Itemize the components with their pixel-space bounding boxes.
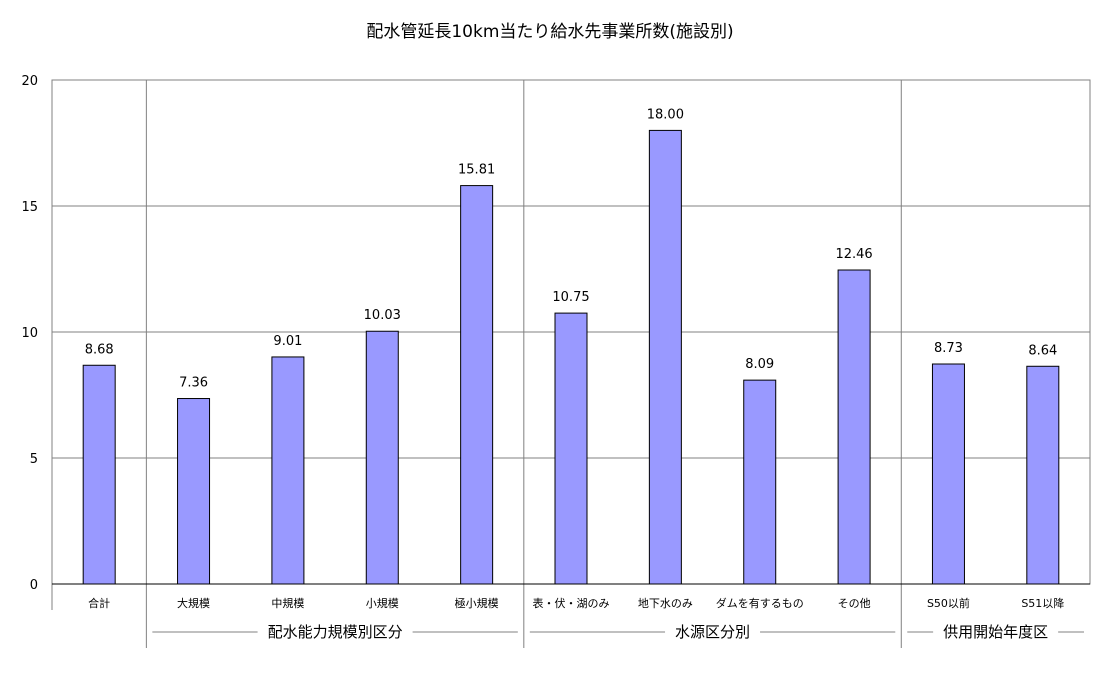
bar (1026, 365, 1060, 585)
bar (82, 364, 116, 585)
data-label: 7.36 (179, 376, 208, 391)
y-tick-label: 15 (21, 200, 38, 215)
data-label: 8.64 (1028, 343, 1057, 358)
data-label: 8.68 (85, 342, 114, 357)
data-label: 18.00 (647, 107, 684, 122)
bar (177, 398, 211, 585)
x-tick-label: 表・伏・湖のみ (533, 596, 610, 610)
bar (743, 379, 777, 585)
data-label: 8.73 (934, 341, 963, 356)
data-label: 8.09 (745, 357, 774, 372)
data-label: 12.46 (835, 247, 872, 262)
x-tick-label: 合計 (88, 596, 110, 610)
y-tick-label: 20 (21, 74, 38, 89)
group-label: 水源区分別 (675, 623, 750, 641)
y-tick-label: 10 (21, 326, 38, 341)
x-tick-label: その他 (838, 597, 871, 610)
x-tick-label: 中規模 (271, 596, 304, 610)
plot-area: 0 5 10 15 20 8.68 合計 7.36 大規模 9.01 中規模 10.03 小規模 15.8… (21, 74, 1091, 648)
data-label: 15.81 (458, 163, 495, 178)
bar (460, 185, 494, 585)
bar (365, 330, 399, 585)
bar (271, 356, 305, 585)
x-tick-label: 大規模 (177, 596, 210, 610)
x-tick-label: S51以降 (1021, 596, 1064, 610)
x-tick-label: 小規模 (366, 596, 399, 610)
group-label: 配水能力規模別区分 (268, 623, 403, 641)
x-tick-label: S50以前 (927, 596, 970, 610)
data-label: 9.01 (273, 334, 302, 349)
group-label: 供用開始年度区 (943, 623, 1048, 641)
data-label: 10.03 (364, 308, 401, 323)
x-tick-label: 極小規模 (455, 596, 499, 610)
y-tick-label: 0 (30, 578, 38, 593)
data-label: 10.75 (552, 290, 589, 305)
bar (648, 129, 682, 585)
y-tick-label: 5 (30, 452, 38, 467)
x-tick-label: 地下水のみ (638, 597, 693, 610)
bar (554, 312, 588, 585)
bar (837, 269, 871, 585)
bar (931, 363, 965, 585)
chart-title: 配水管延長10km当たり給水先事業所数(施設別) (366, 22, 733, 42)
x-tick-label: ダムを有するもの (716, 596, 804, 610)
